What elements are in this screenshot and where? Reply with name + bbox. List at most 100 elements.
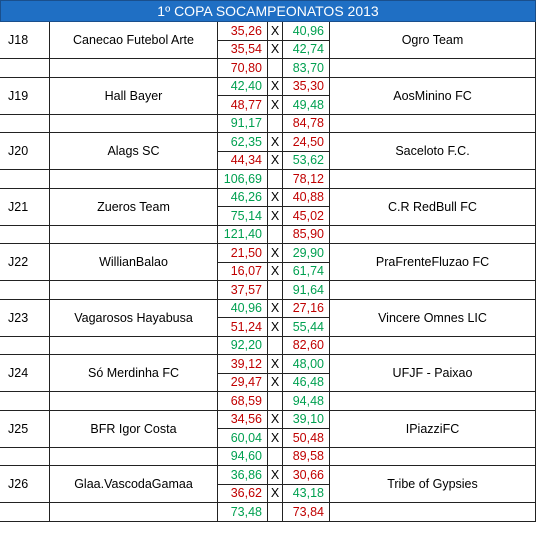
home-team: Glaa.VascodaGamaa	[50, 466, 218, 503]
home-team: Alags SC	[50, 133, 218, 170]
empty-cell	[268, 59, 283, 78]
empty-cell	[330, 281, 536, 300]
away-team: UFJF - Paixao	[330, 355, 536, 392]
empty-cell	[0, 447, 50, 466]
versus: X	[268, 40, 283, 59]
empty-cell	[50, 503, 218, 522]
away-score: 27,16	[283, 299, 330, 318]
home-team: Canecao Futebol Arte	[50, 22, 218, 59]
versus: X	[268, 410, 283, 429]
home-score: 21,50	[218, 244, 268, 263]
away-team: C.R RedBull FC	[330, 188, 536, 226]
home-total: 37,57	[218, 281, 268, 300]
home-total: 68,59	[218, 392, 268, 411]
away-total: 82,60	[283, 336, 330, 355]
home-score: 35,26	[218, 22, 268, 41]
home-score: 36,62	[218, 484, 268, 503]
home-score: 48,77	[218, 96, 268, 115]
home-score: 34,56	[218, 410, 268, 429]
round-label: J19	[0, 77, 50, 115]
home-team: WillianBalao	[50, 244, 218, 281]
away-team: AosMinino FC	[330, 77, 536, 115]
home-total: 91,17	[218, 114, 268, 133]
home-score: 44,34	[218, 151, 268, 170]
home-total: 70,80	[218, 59, 268, 78]
empty-cell	[50, 281, 218, 300]
away-score: 43,18	[283, 484, 330, 503]
versus: X	[268, 188, 283, 207]
empty-cell	[50, 336, 218, 355]
versus: X	[268, 133, 283, 152]
away-total: 94,48	[283, 392, 330, 411]
away-score: 35,30	[283, 77, 330, 96]
away-team: IPiazziFC	[330, 410, 536, 448]
away-team: Tribe of Gypsies	[330, 466, 536, 503]
empty-cell	[330, 170, 536, 189]
empty-cell	[50, 170, 218, 189]
empty-cell	[50, 392, 218, 411]
empty-cell	[268, 447, 283, 466]
home-total: 106,69	[218, 170, 268, 189]
away-score: 48,00	[283, 355, 330, 374]
empty-cell	[0, 170, 50, 189]
empty-cell	[50, 59, 218, 78]
away-score: 30,66	[283, 466, 330, 485]
versus: X	[268, 373, 283, 392]
empty-cell	[330, 447, 536, 466]
empty-cell	[0, 503, 50, 522]
away-score: 50,48	[283, 429, 330, 448]
home-total: 92,20	[218, 336, 268, 355]
home-team: Vagarosos Hayabusa	[50, 299, 218, 337]
empty-cell	[268, 336, 283, 355]
round-label: J26	[0, 466, 50, 503]
away-score: 55,44	[283, 318, 330, 337]
empty-cell	[50, 447, 218, 466]
home-score: 60,04	[218, 429, 268, 448]
versus: X	[268, 244, 283, 263]
away-score: 42,74	[283, 40, 330, 59]
away-score: 61,74	[283, 262, 330, 281]
empty-cell	[50, 114, 218, 133]
away-team: PraFrenteFluzao FC	[330, 244, 536, 281]
away-total: 85,90	[283, 225, 330, 244]
away-team: Vincere Omnes LIC	[330, 299, 536, 337]
versus: X	[268, 22, 283, 41]
away-total: 84,78	[283, 114, 330, 133]
home-score: 16,07	[218, 262, 268, 281]
away-score: 39,10	[283, 410, 330, 429]
versus: X	[268, 466, 283, 485]
empty-cell	[268, 392, 283, 411]
empty-cell	[0, 225, 50, 244]
versus: X	[268, 77, 283, 96]
home-team: Zueros Team	[50, 188, 218, 226]
home-score: 35,54	[218, 40, 268, 59]
empty-cell	[268, 225, 283, 244]
empty-cell	[330, 392, 536, 411]
home-score: 39,12	[218, 355, 268, 374]
empty-cell	[268, 281, 283, 300]
empty-cell	[330, 336, 536, 355]
home-score: 51,24	[218, 318, 268, 337]
away-score: 40,96	[283, 22, 330, 41]
empty-cell	[330, 114, 536, 133]
empty-cell	[268, 170, 283, 189]
round-label: J22	[0, 244, 50, 281]
away-score: 53,62	[283, 151, 330, 170]
home-score: 75,14	[218, 207, 268, 226]
empty-cell	[330, 225, 536, 244]
home-team: BFR Igor Costa	[50, 410, 218, 448]
home-score: 62,35	[218, 133, 268, 152]
versus: X	[268, 151, 283, 170]
round-label: J18	[0, 22, 50, 59]
home-score: 42,40	[218, 77, 268, 96]
empty-cell	[0, 114, 50, 133]
empty-cell	[0, 336, 50, 355]
empty-cell	[330, 503, 536, 522]
away-score: 29,90	[283, 244, 330, 263]
versus: X	[268, 207, 283, 226]
away-total: 83,70	[283, 59, 330, 78]
away-team: Saceloto F.C.	[330, 133, 536, 170]
away-score: 24,50	[283, 133, 330, 152]
empty-cell	[268, 503, 283, 522]
